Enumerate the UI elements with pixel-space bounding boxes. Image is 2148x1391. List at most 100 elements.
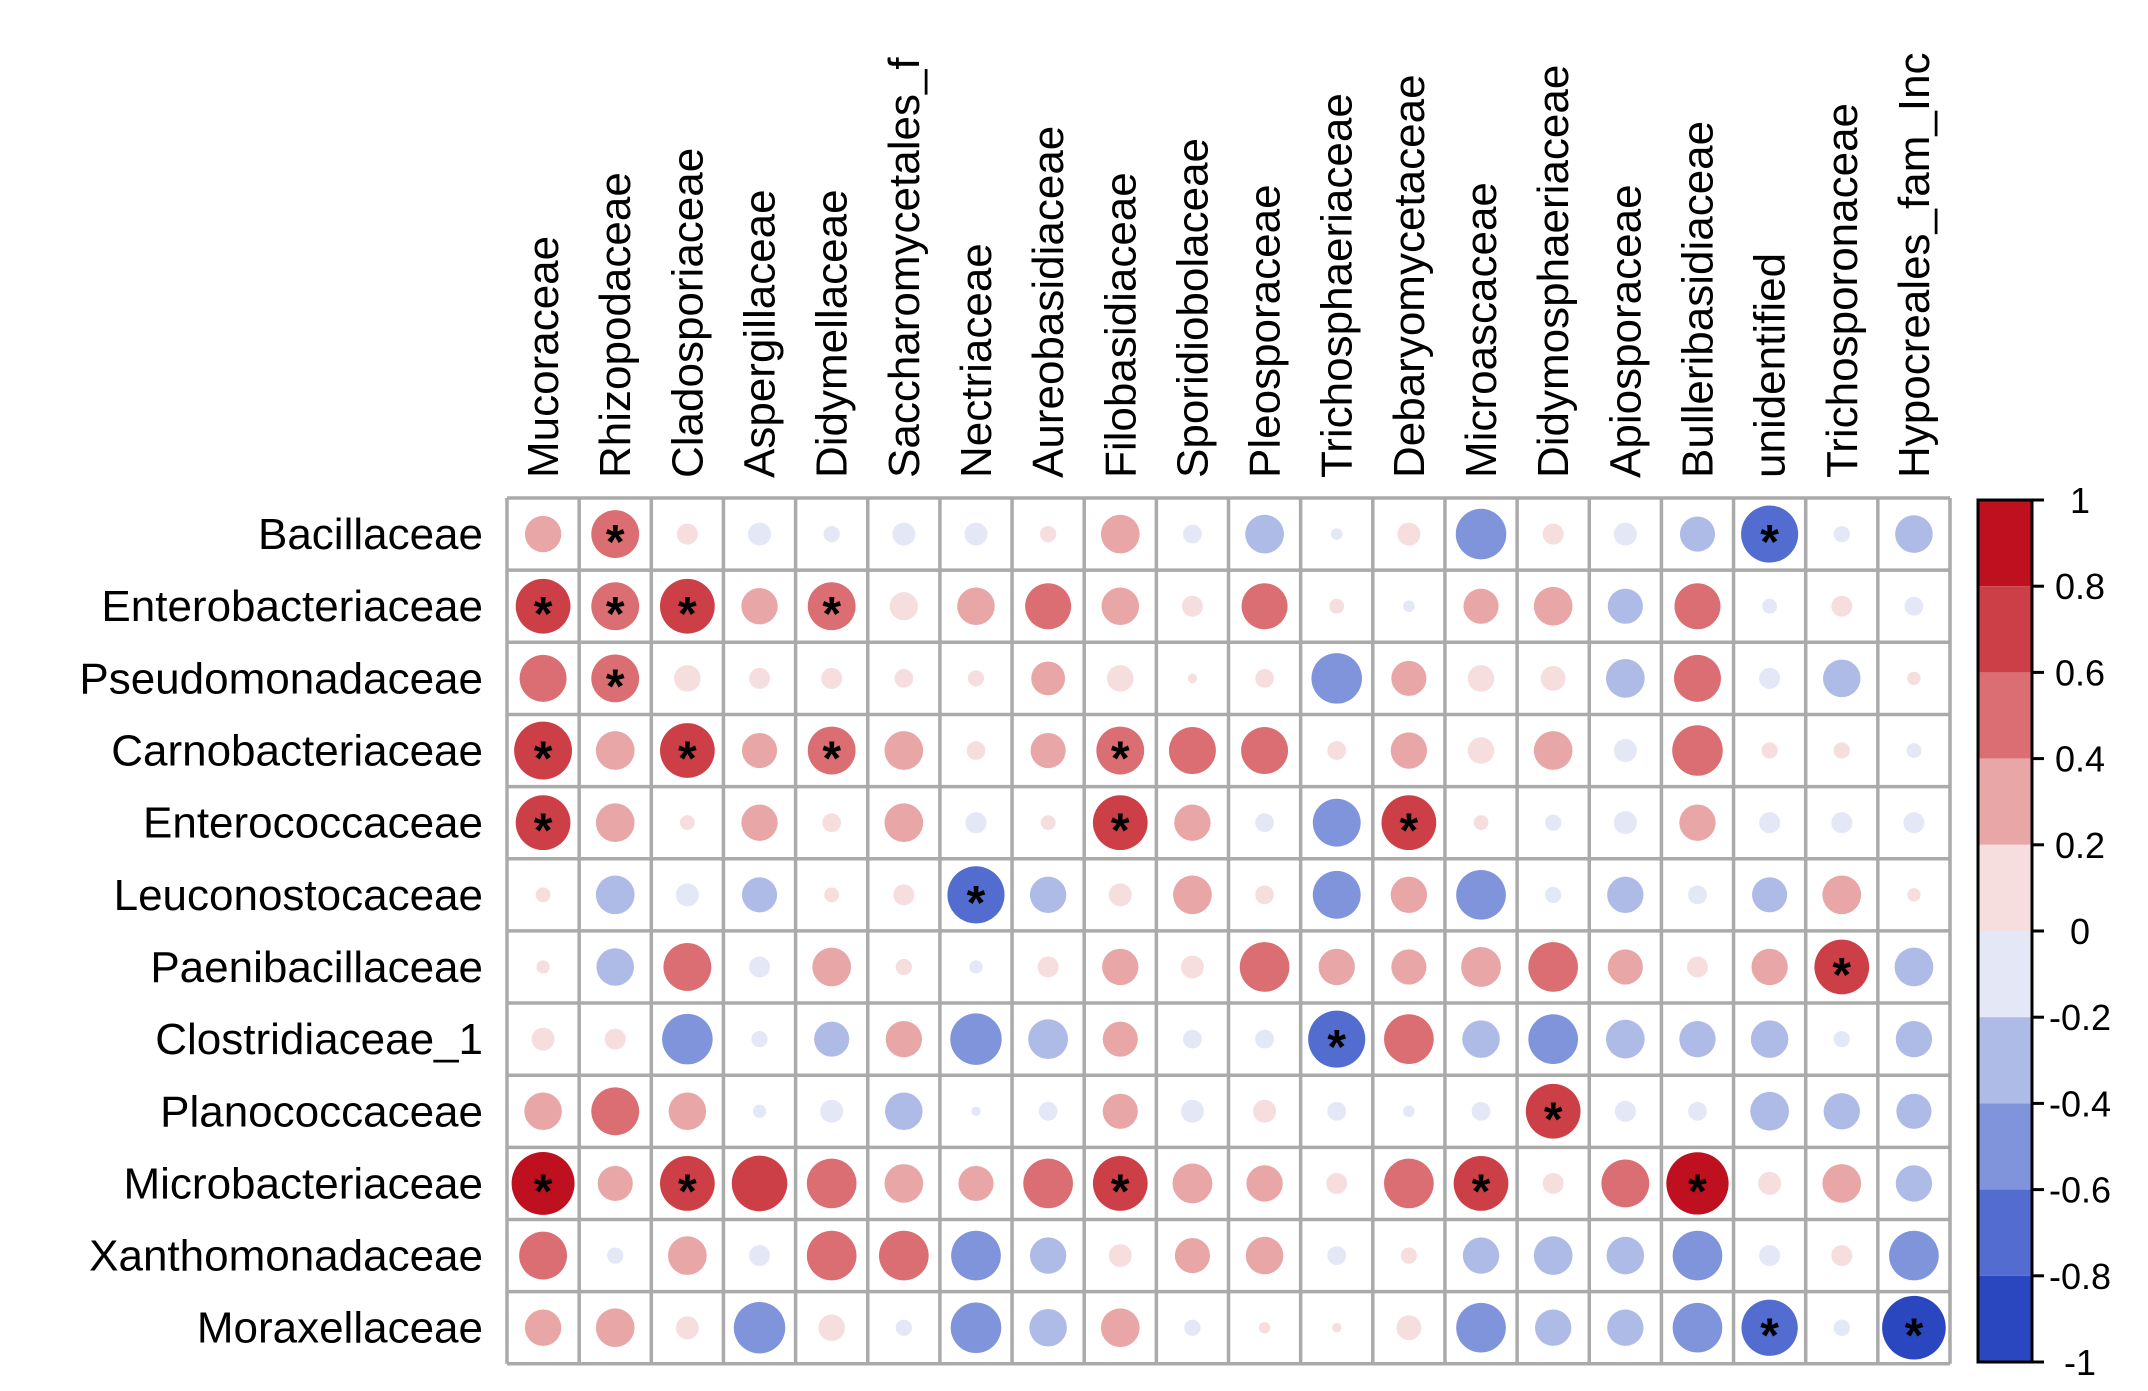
correlation-circle — [951, 1230, 1001, 1281]
correlation-circle — [1384, 1158, 1434, 1209]
colorbar-tick-label: -1 — [2064, 1342, 2096, 1383]
significance-marker: * — [678, 733, 697, 786]
correlation-circle — [1545, 814, 1562, 831]
correlation-circle — [1759, 667, 1781, 689]
correlation-circle — [1895, 1165, 1933, 1202]
correlation-circle — [1831, 595, 1853, 617]
correlation-circle — [1239, 942, 1290, 992]
correlation-circle — [878, 1230, 929, 1281]
column-label: Pleosporaceae — [1241, 184, 1290, 478]
correlation-circle — [1456, 869, 1506, 920]
correlation-circle — [511, 1151, 575, 1215]
correlation-circle — [1092, 1156, 1148, 1211]
significance-marker: * — [606, 660, 625, 713]
correlation-circle — [1545, 886, 1562, 903]
correlation-circle — [748, 522, 772, 546]
correlation-circle — [1241, 583, 1288, 630]
correlation-circle — [969, 960, 983, 974]
correlation-circle — [749, 667, 771, 689]
correlation-circle — [515, 795, 571, 851]
correlation-circle — [1101, 587, 1140, 625]
correlation-circle — [1471, 1101, 1491, 1121]
correlation-circle — [820, 1099, 844, 1123]
correlation-circle — [1181, 595, 1203, 617]
colorbar-tick-label: 0.8 — [2055, 566, 2105, 607]
correlation-circle — [741, 877, 778, 913]
correlation-circle — [1391, 660, 1427, 696]
correlation-circle — [591, 582, 640, 631]
gridlines — [505, 496, 1952, 1366]
correlation-circle — [1679, 804, 1716, 841]
correlation-circle — [1258, 1321, 1271, 1334]
correlation-circle — [1108, 883, 1132, 907]
correlation-circle — [1030, 732, 1066, 769]
correlation-circle — [1672, 725, 1723, 776]
correlation-circle — [1525, 1083, 1581, 1139]
column-label: Aspergillaceae — [736, 189, 785, 478]
correlation-circle — [823, 525, 840, 543]
correlation-circle — [675, 883, 699, 907]
correlation-circle — [1312, 798, 1361, 847]
correlation-circle — [596, 948, 634, 986]
correlation-circle — [1542, 523, 1564, 545]
correlation-circle — [1894, 947, 1934, 987]
correlation-circle — [1758, 1171, 1782, 1195]
colorbar-tick-label: 0.6 — [2055, 652, 2105, 693]
correlation-circle — [1403, 600, 1415, 612]
significance-marker: * — [1400, 805, 1419, 858]
correlation-circle — [1463, 588, 1499, 624]
correlation-circle — [1029, 1308, 1067, 1347]
colorbar-tick-label: -0.4 — [2049, 1083, 2111, 1124]
correlation-circle — [1762, 598, 1778, 614]
correlation-circle — [660, 578, 715, 634]
correlation-circle — [1607, 1309, 1644, 1346]
correlation-circle — [1029, 876, 1067, 914]
correlation-circle — [536, 960, 550, 974]
correlation-circle — [1907, 888, 1921, 902]
column-label: Hypocreales_fam_Inc — [1890, 52, 1939, 478]
correlation-circle — [1607, 588, 1643, 624]
correlation-circle — [894, 668, 914, 688]
row-label: Carnobacteriaceae — [111, 727, 483, 776]
row-label: Planococcaceae — [160, 1087, 483, 1136]
correlation-circle — [812, 947, 852, 987]
significance-marker: * — [822, 733, 841, 786]
correlation-circle — [1168, 727, 1216, 774]
significance-marker: * — [1832, 949, 1851, 1002]
correlation-circle — [1823, 659, 1861, 698]
colorbar-band — [1978, 1017, 2032, 1104]
correlation-circle — [752, 1104, 767, 1118]
correlation-circle — [806, 1230, 857, 1281]
correlation-circle — [1184, 1319, 1201, 1336]
correlation-circle — [1833, 1030, 1850, 1048]
column-label: Rhizopodaceae — [591, 172, 640, 478]
correlation-circle — [524, 515, 562, 553]
correlation-circle — [884, 1164, 924, 1203]
significance-marker: * — [1111, 1165, 1130, 1218]
row-label: Leuconostocaceae — [114, 871, 483, 920]
correlation-circle — [1096, 726, 1145, 775]
colorbar-tick-label: 0.2 — [2055, 825, 2105, 866]
correlation-circle — [607, 1247, 624, 1264]
colorbar-band — [1978, 1275, 2032, 1362]
correlation-circle — [524, 1309, 562, 1346]
correlation-circle — [1666, 1152, 1729, 1215]
correlation-circle — [1759, 812, 1781, 834]
correlation-circle — [1100, 1308, 1140, 1348]
correlation-circle — [807, 726, 856, 775]
correlation-circle — [1183, 524, 1202, 544]
correlation-circle — [1245, 1236, 1284, 1275]
correlation-circle — [1318, 948, 1355, 986]
correlation-circle — [1903, 812, 1925, 834]
correlation-circle — [1751, 948, 1788, 986]
significance-marker: * — [534, 805, 553, 858]
correlation-circle — [741, 732, 778, 769]
correlation-circle — [1245, 514, 1284, 554]
correlation-circle — [1391, 949, 1427, 985]
correlation-circle — [1106, 665, 1134, 692]
correlation-circle — [1613, 811, 1637, 835]
correlation-circle — [1174, 1238, 1210, 1274]
correlation-circles: * * * * * * * * * * * * * * * * * * * * * * * * * — [511, 505, 1946, 1363]
correlation-circle — [1895, 1020, 1933, 1058]
significance-marker: * — [1111, 805, 1130, 858]
